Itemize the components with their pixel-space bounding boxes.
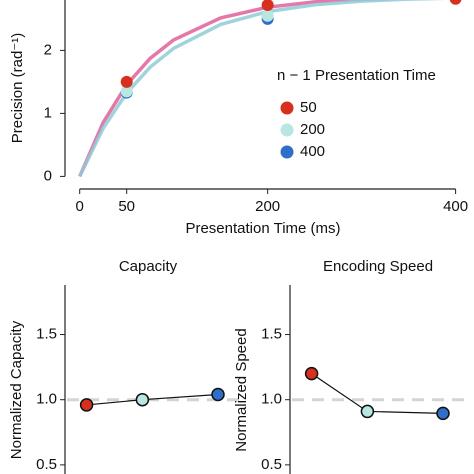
data-point <box>261 9 274 22</box>
y-tick-label: 1.5 <box>261 325 282 342</box>
data-point <box>436 406 450 421</box>
legend-swatch <box>280 145 294 159</box>
connecting-line <box>311 373 444 414</box>
y-tick-label: 1.0 <box>36 391 57 408</box>
x-axis-label: Presentation Time (ms) <box>185 220 340 237</box>
y-tick-label: 2 <box>44 41 52 58</box>
x-tick-label: 0 <box>76 198 84 215</box>
y-tick-label: 1 <box>44 104 52 121</box>
legend-label: 50 <box>300 99 317 116</box>
y-tick-label: 0.5 <box>261 456 282 473</box>
y-axis-label: Precision (rad⁻¹) <box>9 33 26 143</box>
fit-curve <box>78 0 447 178</box>
data-point <box>211 387 225 402</box>
panel-title: Encoding Speed <box>323 258 433 275</box>
y-tick-label: 1.5 <box>36 325 57 342</box>
plot-area <box>78 0 462 178</box>
x-tick-label: 400 <box>443 198 468 215</box>
data-point <box>304 366 319 381</box>
legend-title: n − 1 Presentation Time <box>277 67 436 84</box>
data-point <box>360 404 375 419</box>
x-tick-label: 200 <box>255 198 280 215</box>
panel-title: Capacity <box>119 258 178 275</box>
data-point <box>120 85 133 98</box>
legend-label: 400 <box>300 143 325 160</box>
fit-curve <box>78 0 402 178</box>
y-tick-label: 1.0 <box>261 391 282 408</box>
data-point <box>261 0 274 12</box>
x-tick-label: 50 <box>118 198 135 215</box>
legend-label: 200 <box>300 121 325 138</box>
y-tick-label: 0 <box>44 167 52 184</box>
data-point <box>120 75 133 88</box>
data-point <box>79 398 94 412</box>
y-axis-label: Normalized Capacity <box>8 320 25 459</box>
y-tick-label: 0.5 <box>36 456 57 473</box>
legend-swatch <box>280 101 294 115</box>
legend-swatch <box>280 123 294 137</box>
y-axis-label: Normalized Speed <box>233 328 250 451</box>
data-point <box>135 392 150 407</box>
data-point <box>449 0 462 5</box>
